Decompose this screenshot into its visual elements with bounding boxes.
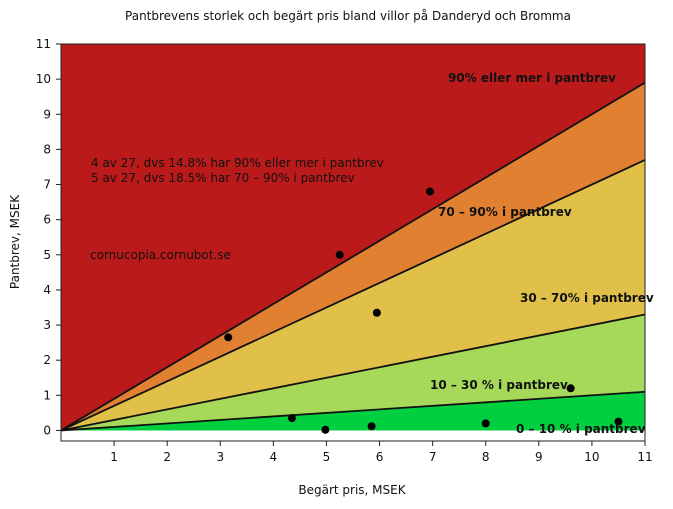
band-label-0-10: 0 – 10 % i pantbrev xyxy=(516,422,646,436)
y-tick-label: 6 xyxy=(43,213,51,227)
y-tick-label: 5 xyxy=(43,248,51,262)
boundary-line-4 xyxy=(60,81,646,432)
data-point xyxy=(367,422,376,431)
band-label-10-30: 10 – 30 % i pantbrev xyxy=(430,378,568,392)
annotation-70-90-count: 5 av 27, dvs 18.5% har 70 – 90% i pantbr… xyxy=(91,171,355,185)
x-tick-label: 10 xyxy=(584,450,599,464)
band-label-30-70: 30 – 70% i pantbrev xyxy=(520,291,654,305)
band-4 xyxy=(61,44,645,431)
y-axis: 0 1 2 3 4 5 6 7 8 9 10 11 xyxy=(36,37,61,437)
x-tick-label: 3 xyxy=(216,450,224,464)
y-tick-label: 4 xyxy=(43,283,51,297)
x-tick-label: 9 xyxy=(535,450,543,464)
annotation-90-count: 4 av 27, dvs 14.8% har 90% eller mer i p… xyxy=(91,156,384,170)
x-tick-label: 2 xyxy=(163,450,171,464)
y-tick-label: 7 xyxy=(43,178,51,192)
x-tick-label: 1 xyxy=(110,450,118,464)
data-point xyxy=(425,187,434,196)
y-tick-label: 0 xyxy=(43,423,51,437)
data-point xyxy=(321,425,330,434)
data-point xyxy=(224,333,233,342)
boundary-line-2 xyxy=(60,313,646,432)
y-tick-label: 10 xyxy=(36,72,51,86)
y-tick-label: 8 xyxy=(43,142,51,156)
boundary-line-1 xyxy=(60,390,646,432)
plot-frame xyxy=(60,43,646,442)
y-tick-label: 1 xyxy=(43,388,51,402)
y-tick-label: 9 xyxy=(43,107,51,121)
x-tick-label: 6 xyxy=(376,450,384,464)
data-point xyxy=(287,414,296,423)
plot-area xyxy=(60,43,646,442)
band-label-90-plus: 90% eller mer i pantbrev xyxy=(448,71,616,85)
band-label-70-90: 70 – 90% i pantbrev xyxy=(438,205,572,219)
x-tick-label: 11 xyxy=(637,450,652,464)
data-point xyxy=(481,419,490,428)
data-point xyxy=(566,384,575,393)
data-point xyxy=(614,417,623,426)
boundary-line-3 xyxy=(60,159,646,432)
annotation-source: cornucopia.cornubot.se xyxy=(90,248,231,262)
x-tick-label: 5 xyxy=(323,450,331,464)
x-tick-label: 4 xyxy=(270,450,278,464)
x-tick-label: 7 xyxy=(429,450,437,464)
x-tick-label: 8 xyxy=(482,450,490,464)
x-axis-label: Begärt pris, MSEK xyxy=(298,483,406,497)
data-point xyxy=(335,250,344,259)
x-axis: 1 2 3 4 5 6 7 8 9 10 11 xyxy=(110,441,653,464)
chart-title: Pantbrevens storlek och begärt pris blan… xyxy=(125,9,571,23)
y-tick-label: 11 xyxy=(36,37,51,51)
y-axis-label: Pantbrev, MSEK xyxy=(8,194,22,289)
y-tick-label: 3 xyxy=(43,318,51,332)
data-point xyxy=(372,308,381,317)
y-tick-label: 2 xyxy=(43,353,51,367)
